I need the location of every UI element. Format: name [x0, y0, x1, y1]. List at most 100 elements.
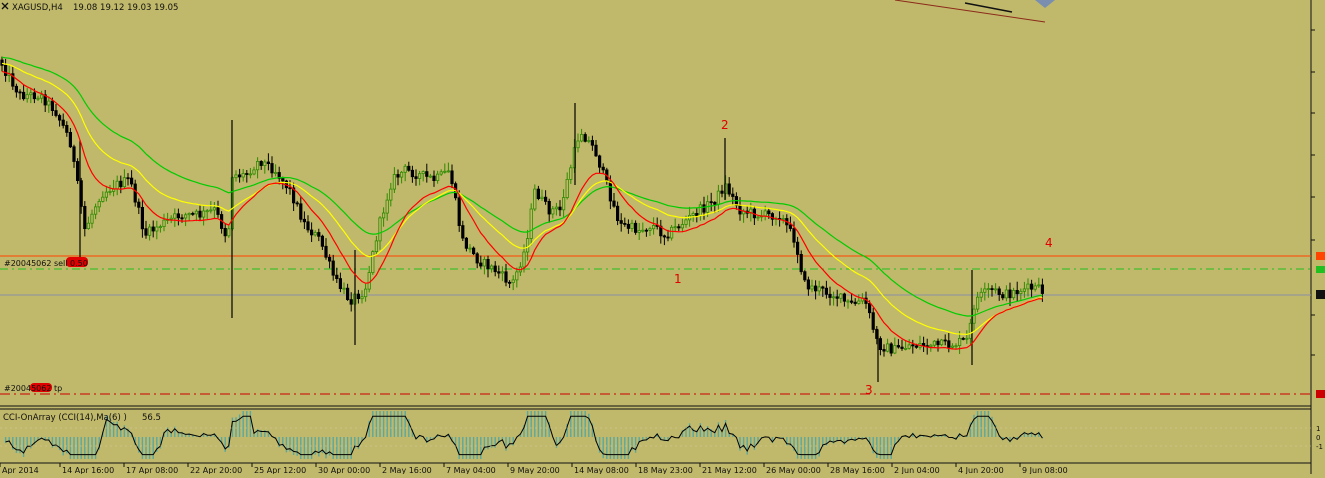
candle-body — [590, 140, 595, 146]
candle-body — [878, 338, 883, 351]
moving-averages — [1, 56, 1043, 350]
arrow-marker-icon[interactable] — [1035, 0, 1055, 8]
candle-body — [587, 140, 591, 142]
candle-body — [50, 100, 55, 111]
candle-body — [616, 205, 620, 221]
candle-body — [1037, 284, 1041, 287]
candle-body — [1040, 284, 1044, 294]
candle-body — [320, 235, 325, 247]
candle-body — [691, 212, 695, 216]
candle-body — [1004, 289, 1009, 299]
candle-body — [248, 173, 252, 176]
candle-body — [954, 345, 958, 348]
candle-body — [277, 172, 281, 179]
candle-body — [979, 291, 983, 298]
candle-body — [36, 97, 40, 100]
candle-body — [781, 218, 785, 220]
candle-body — [904, 347, 908, 350]
candle-body — [796, 241, 800, 255]
candle-body — [511, 279, 515, 283]
candle-body — [529, 208, 533, 239]
candle-body — [144, 228, 148, 236]
candle-body — [151, 226, 155, 232]
candle-body — [122, 177, 126, 188]
candle-body — [536, 188, 541, 200]
candle-body — [363, 288, 368, 298]
time-label: 28 May 16:00 — [830, 466, 885, 474]
candle-body — [853, 301, 857, 304]
candle-body — [788, 224, 793, 229]
trendline-object-dark[interactable] — [964, 2, 1013, 13]
candle-body — [756, 216, 760, 219]
candle-body — [695, 212, 699, 217]
time-label: 18 May 23:00 — [638, 466, 693, 474]
candle-body — [716, 190, 721, 205]
wave-label-4: 4 — [1045, 236, 1053, 250]
candle-body — [464, 237, 469, 249]
candle-body — [486, 258, 490, 270]
candle-body — [263, 161, 267, 166]
candle-body — [720, 190, 724, 194]
candle-body — [371, 251, 375, 274]
candle-body — [428, 175, 433, 178]
candle-body — [612, 200, 616, 207]
candle-body — [709, 201, 713, 204]
candle-body — [634, 222, 638, 233]
candle-body — [331, 260, 335, 276]
candle-body — [641, 229, 645, 232]
candle-body — [18, 91, 22, 94]
candle-body — [911, 344, 915, 347]
time-label: 2 May 16:00 — [382, 466, 432, 474]
candle-body — [83, 205, 87, 229]
candle-body — [731, 193, 735, 197]
candle-body — [58, 115, 62, 121]
candle-body — [799, 253, 803, 273]
candle-body — [25, 94, 29, 100]
candle-body — [958, 337, 962, 346]
candle-body — [234, 174, 238, 179]
candle-body — [47, 100, 51, 106]
candle-body — [252, 169, 256, 175]
candle-body — [961, 337, 965, 340]
candle-body — [824, 287, 829, 295]
candlestick-series — [0, 56, 1044, 382]
candle-body — [983, 288, 987, 293]
symbol-title: XAGUSD,H4 — [12, 3, 63, 13]
candle-body — [212, 207, 216, 211]
chevron-down-icon[interactable] — [1, 2, 9, 10]
candle-body — [673, 226, 677, 229]
time-label: 26 May 00:00 — [766, 466, 821, 474]
candle-body — [403, 165, 407, 173]
trendline-object[interactable] — [894, 0, 1046, 23]
cci-scale-zero: 0 — [1316, 434, 1320, 442]
candle-body — [868, 303, 872, 314]
candle-body — [176, 213, 180, 219]
candle-body — [414, 176, 418, 179]
candle-body — [108, 190, 112, 193]
candle-body — [324, 245, 328, 258]
bid-price-marker — [1316, 290, 1325, 299]
candle-body — [976, 296, 980, 310]
candle-body — [1030, 283, 1034, 290]
candle-body — [810, 285, 814, 290]
tp-marker-icon[interactable] — [30, 383, 52, 392]
candle-body — [115, 180, 119, 190]
candle-body — [432, 175, 436, 182]
time-label: 14 May 08:00 — [574, 466, 629, 474]
candle-body — [443, 170, 447, 173]
candle-body — [158, 226, 162, 229]
ma-red-line — [1, 70, 1043, 350]
candle-body — [385, 199, 389, 214]
price-scale[interactable] — [1311, 29, 1325, 398]
candle-body — [191, 212, 195, 215]
order-marker-icon[interactable] — [66, 257, 88, 267]
time-axis[interactable]: Apr 2014 14 Apr 16:00 17 Apr 08:00 22 Apr 2… — [0, 463, 1068, 475]
candle-body — [119, 180, 123, 188]
candle-body — [407, 165, 411, 171]
candle-body — [29, 92, 33, 96]
candle-body — [475, 253, 479, 264]
candle-body — [201, 210, 206, 218]
candle-body — [450, 170, 454, 185]
